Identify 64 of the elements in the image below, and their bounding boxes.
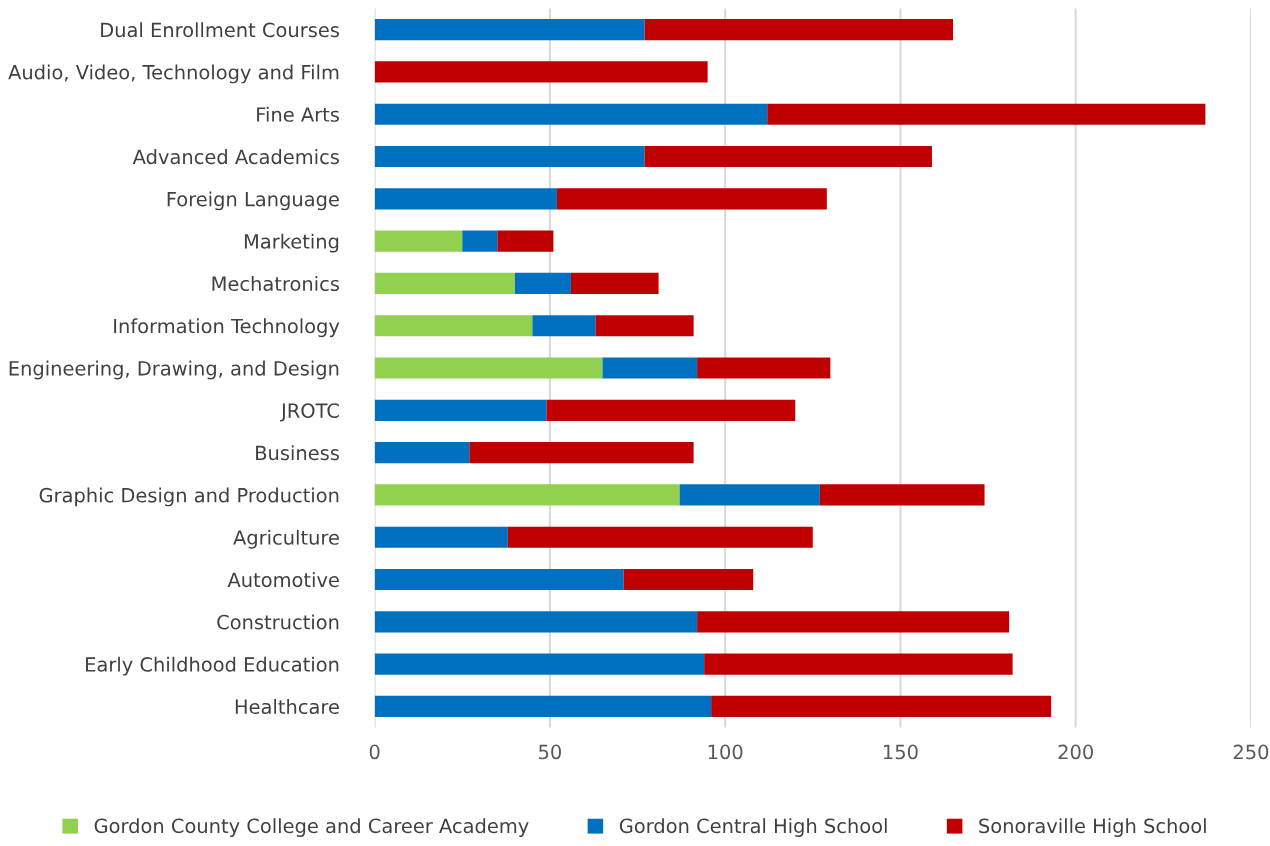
y-tick-label: Advanced Academics — [132, 149, 339, 165]
x-tick-label: 100 — [708, 744, 743, 760]
y-tick-label: Business — [256, 445, 339, 461]
bar — [462, 230, 498, 252]
x-tick-label: 50 — [539, 744, 561, 760]
bar — [374, 357, 603, 379]
bar — [679, 484, 820, 506]
legend-label: Gordon Central High School — [619, 818, 887, 837]
bar — [374, 526, 508, 548]
bar — [374, 19, 645, 41]
bar — [819, 484, 985, 506]
bar — [697, 357, 831, 379]
bar — [602, 357, 698, 379]
bar — [374, 103, 768, 125]
legend-label: Sonoraville High School — [979, 818, 1206, 837]
y-tick-label: Mechatronics — [212, 276, 339, 292]
bar — [374, 484, 680, 506]
y-tick-label: Graphic Design and Production — [39, 487, 339, 507]
legend-label: Gordon County College and Career Academy — [94, 818, 529, 837]
bar — [374, 188, 557, 210]
bar — [469, 442, 694, 464]
bar — [570, 272, 659, 294]
bar — [711, 695, 1052, 717]
bar — [374, 145, 645, 168]
bar — [697, 611, 1010, 633]
bar — [497, 230, 554, 252]
bar — [374, 399, 547, 421]
y-tick-label: Construction — [217, 614, 339, 630]
bar — [374, 315, 533, 337]
bar — [374, 442, 470, 464]
x-tick-label: 250 — [1233, 744, 1269, 760]
bar — [546, 399, 796, 421]
bar — [644, 145, 932, 168]
bar — [704, 653, 1013, 675]
bar — [532, 315, 596, 337]
bar — [374, 272, 515, 294]
bar — [374, 653, 705, 675]
bar — [644, 19, 954, 41]
y-tick-label: Engineering, Drawing, and Design — [9, 360, 339, 380]
bar — [767, 103, 1206, 125]
y-tick-label: Agriculture — [233, 529, 339, 549]
x-tick-label: 0 — [369, 744, 380, 760]
bar — [507, 526, 813, 548]
bar — [595, 315, 694, 337]
y-tick-label: Early Childhood Education — [86, 656, 339, 676]
bar — [514, 272, 571, 294]
bar — [374, 695, 712, 717]
y-tick-label: JROTC — [280, 403, 339, 422]
y-tick-label: Audio, Video, Technology and Film — [8, 64, 339, 84]
y-tick-label: Healthcare — [235, 699, 339, 715]
x-tick-label: 150 — [884, 744, 918, 760]
bar — [374, 61, 708, 83]
y-tick-label: Dual Enrollment Courses — [101, 22, 339, 38]
bar — [374, 611, 698, 633]
y-tick-label: Marketing — [244, 233, 339, 253]
bar — [374, 230, 463, 252]
bar — [623, 568, 754, 591]
bar — [556, 188, 827, 210]
y-tick-label: Foreign Language — [167, 191, 339, 211]
x-tick-label: 200 — [1058, 744, 1093, 760]
bar — [374, 568, 624, 591]
y-tick-label: Automotive — [227, 572, 339, 588]
y-tick-label: Information Technology — [114, 318, 340, 338]
y-tick-label: Fine Arts — [257, 106, 339, 122]
